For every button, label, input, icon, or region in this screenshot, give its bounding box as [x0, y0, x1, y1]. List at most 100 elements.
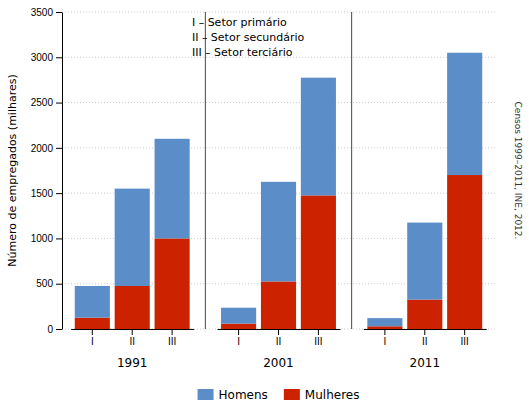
y-tick: 3500: [31, 7, 62, 18]
x-tick-label: II: [129, 336, 135, 347]
chart-container: 0500100015002000250030003500IIIIIIIIIIII…: [0, 0, 529, 413]
group-separators: [205, 12, 351, 329]
y-tick-label: 2500: [31, 97, 54, 108]
y-tick: 500: [36, 278, 62, 289]
group-label: 1991: [117, 356, 148, 370]
legend-label: Homens: [219, 388, 268, 402]
x-tick: I: [383, 329, 386, 347]
x-tick-mark: [464, 329, 465, 335]
legend-item: Mulheres: [284, 388, 360, 402]
bar-segment: [155, 238, 190, 329]
bar-segment: [261, 281, 296, 329]
bars: [75, 53, 482, 329]
y-tick-label: 1000: [31, 233, 54, 244]
annotation: II – Setor secundário: [192, 31, 305, 44]
y-tick-mark: [56, 284, 62, 285]
group-label: 2001: [263, 356, 294, 370]
legend-label: Mulheres: [305, 388, 360, 402]
x-tick-label: III: [168, 336, 176, 347]
grid: [62, 12, 495, 329]
bar-segment: [407, 300, 442, 329]
x-tick-label: II: [422, 336, 428, 347]
y-tick-label: 1500: [31, 188, 54, 199]
bar-segment: [261, 182, 296, 282]
y-tick-label: 3000: [31, 52, 54, 63]
bar-segment: [301, 78, 336, 196]
annotation: I – Setor primário: [192, 16, 287, 29]
x-tick-mark: [424, 329, 425, 335]
bar-segment: [75, 318, 110, 329]
y-tick: 1500: [31, 188, 62, 199]
group-separator: [205, 12, 206, 329]
y-tick-label: 500: [36, 278, 53, 289]
y-tick-label: 0: [47, 324, 53, 335]
y-tick: 2000: [31, 143, 62, 154]
legend-item: Homens: [198, 388, 268, 402]
x-tick: I: [237, 329, 240, 347]
x-tick: III: [314, 329, 322, 347]
x-tick-mark: [238, 329, 239, 335]
x-axis-line: [364, 329, 487, 330]
bar-segment: [447, 175, 482, 329]
bar-segment: [115, 189, 150, 286]
bar-segment: [301, 195, 336, 329]
x-tick-mark: [172, 329, 173, 335]
bar-segment: [447, 53, 482, 175]
bar-segment: [221, 308, 256, 324]
x-tick-label: I: [383, 336, 386, 347]
x-tick-mark: [132, 329, 133, 335]
x-tick: I: [91, 329, 94, 347]
x-axis-line: [218, 329, 341, 330]
annotation: III – Setor terciário: [192, 46, 293, 59]
x-tick-mark: [318, 329, 319, 335]
bar-segment: [155, 139, 190, 239]
y-tick-mark: [56, 103, 62, 104]
x-tick-label: I: [91, 336, 94, 347]
legend: Homens Mulheres: [198, 388, 360, 402]
plot-area: 0500100015002000250030003500IIIIIIIIIIII…: [31, 7, 495, 370]
y-tick: 0: [47, 324, 62, 335]
grid-line: [62, 102, 495, 103]
legend-swatch: [284, 389, 300, 400]
x-tick-mark: [92, 329, 93, 335]
group-separator: [351, 12, 352, 329]
y-tick-mark: [56, 193, 62, 194]
group-label: 2011: [410, 356, 441, 370]
y-axis-title: Número de empregados (milhares): [6, 74, 19, 267]
y-tick: 2500: [31, 97, 62, 108]
x-tick-label: III: [461, 336, 469, 347]
x-tick: II: [129, 329, 135, 347]
x-axis: IIIIII: [218, 329, 341, 347]
x-axis: IIIIII: [364, 329, 487, 347]
y-tick-mark: [56, 238, 62, 239]
y-axis-line: [62, 13, 63, 330]
legend-swatch: [198, 389, 214, 400]
x-tick: II: [422, 329, 428, 347]
x-tick-label: III: [314, 336, 322, 347]
bar-segment: [221, 324, 256, 329]
bar-segment: [407, 223, 442, 300]
y-tick-mark: [56, 329, 62, 330]
x-tick: II: [276, 329, 282, 347]
y-tick-mark: [56, 57, 62, 58]
y-tick: 3000: [31, 52, 62, 63]
y-tick-label: 3500: [31, 7, 54, 18]
x-tick-label: II: [276, 336, 282, 347]
x-axis: IIIIII: [71, 329, 194, 347]
x-tick-mark: [384, 329, 385, 335]
source-note: Censos 1999–2011, INE, 2012.: [513, 102, 523, 240]
x-tick: III: [461, 329, 469, 347]
y-tick: 1000: [31, 233, 62, 244]
y-tick-mark: [56, 12, 62, 13]
x-tick: III: [168, 329, 176, 347]
x-tick-mark: [278, 329, 279, 335]
bar-segment: [367, 318, 402, 326]
bar-segment: [367, 326, 402, 329]
grid-line: [62, 12, 495, 13]
y-tick-label: 2000: [31, 143, 54, 154]
y-tick-mark: [56, 148, 62, 149]
chart-svg: 0500100015002000250030003500IIIIIIIIIIII…: [0, 0, 529, 413]
x-tick-label: I: [237, 336, 240, 347]
grid-line: [62, 147, 495, 148]
bar-segment: [115, 286, 150, 329]
